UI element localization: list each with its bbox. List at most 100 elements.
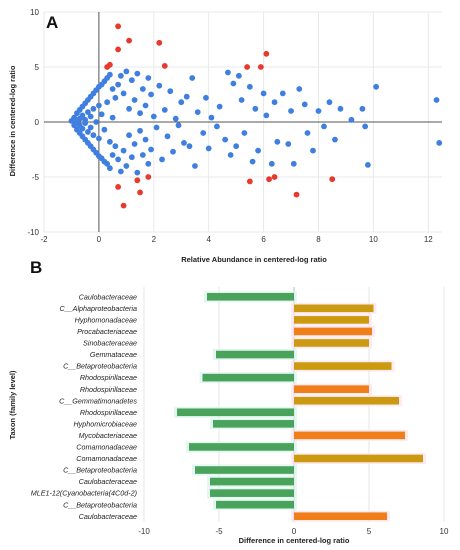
scatter-point-nonsignificant-107: [233, 143, 240, 150]
scatter-point-nonsignificant-20: [85, 109, 91, 115]
bar-15: [195, 466, 294, 474]
scatter-point-nonsignificant-92: [183, 93, 190, 100]
scatter-point-nonsignificant-86: [167, 88, 174, 95]
scatter-point-nonsignificant-125: [301, 101, 308, 108]
scatter-point-nonsignificant-65: [128, 154, 135, 161]
scatter-point-nonsignificant-135: [362, 123, 369, 130]
scatter-point-nonsignificant-78: [148, 91, 154, 98]
scatter-point-nonsignificant-98: [203, 94, 209, 101]
scatter-x-tick-3: 4: [206, 235, 211, 244]
scatter-point-nonsignificant-118: [271, 99, 278, 106]
scatter-point-nonsignificant-96: [194, 109, 201, 115]
scatter-point-significant-16: [266, 176, 272, 183]
scatter-point-nonsignificant-123: [290, 160, 297, 167]
bar-category-labels: Caulobacteraceae C__Alphaproteobacteria Hy…: [31, 292, 138, 520]
scatter-point-nonsignificant-29: [90, 132, 97, 139]
scatter-y-tick-3: 5: [35, 63, 40, 72]
scatter-point-nonsignificant-139: [436, 140, 443, 146]
scatter-point-nonsignificant-120: [279, 90, 286, 97]
scatter-x-tick-5: 8: [316, 235, 321, 244]
scatter-point-nonsignificant-99: [205, 145, 212, 152]
scatter-point-nonsignificant-129: [321, 123, 327, 130]
scatter-point-nonsignificant-133: [348, 116, 355, 123]
scatter-point-nonsignificant-36: [95, 135, 102, 142]
scatter-point-nonsignificant-60: [123, 68, 130, 75]
scatter-point-nonsignificant-110: [241, 130, 248, 136]
bar-x-tick-3: 5: [367, 527, 372, 536]
bar-category-label-3: Procabacteriaceae: [77, 327, 137, 336]
scatter-point-nonsignificant-54: [115, 81, 122, 88]
scatter-point-significant-15: [246, 178, 253, 185]
bar-7: [202, 373, 294, 382]
scatter-point-nonsignificant-136: [364, 162, 371, 168]
scatter-point-significant-3: [156, 39, 163, 46]
bar-11: [213, 420, 294, 428]
scatter-point-nonsignificant-50: [109, 152, 116, 158]
scatter-point-significant-17: [271, 174, 278, 180]
scatter-point-nonsignificant-13: [79, 125, 86, 132]
bar-category-label-7: Rhodospirillaceae: [80, 373, 137, 382]
scatter-point-nonsignificant-35: [95, 102, 102, 109]
scatter-point-nonsignificant-66: [131, 97, 138, 103]
scatter-point-nonsignificant-69: [134, 169, 141, 176]
scatter-point-nonsignificant-12: [79, 112, 86, 119]
scatter-point-nonsignificant-124: [296, 86, 303, 92]
bar-x-tick-0: -10: [138, 527, 150, 536]
scatter-point-nonsignificant-59: [120, 147, 127, 154]
scatter-point-nonsignificant-128: [315, 108, 322, 114]
scatter-point-nonsignificant-52: [112, 94, 119, 101]
scatter-point-nonsignificant-28: [90, 105, 97, 112]
scatter-point-nonsignificant-21: [85, 129, 91, 135]
scatter-point-nonsignificant-104: [225, 69, 231, 76]
bar-x-axis-title: Difference in centered-log ratio: [239, 536, 350, 545]
scatter-point-nonsignificant-47: [106, 165, 113, 172]
scatter-point-nonsignificant-70: [137, 110, 143, 117]
scatter-point-nonsignificant-62: [126, 105, 132, 112]
scatter-point-nonsignificant-73: [139, 152, 146, 158]
bar-6: [294, 362, 392, 370]
scatter-point-nonsignificant-44: [104, 160, 111, 167]
bar-10: [177, 408, 294, 417]
scatter-axes: [44, 12, 442, 232]
scatter-point-significant-10: [115, 184, 122, 190]
bar-y-axis-title: Taxon (family level): [8, 370, 17, 440]
scatter-point-significant-2: [115, 46, 122, 53]
scatter-y-tick-2: 0: [35, 118, 40, 127]
scatter-point-nonsignificant-68: [134, 70, 141, 77]
scatter-point-nonsignificant-67: [131, 141, 138, 147]
scatter-point-nonsignificant-111: [246, 83, 253, 90]
scatter-point-nonsignificant-114: [255, 147, 261, 154]
panel-letter-a: A: [46, 13, 58, 32]
scatter-point-nonsignificant-106: [230, 80, 237, 87]
scatter-point-nonsignificant-51: [109, 114, 116, 121]
scatter-point-nonsignificant-95: [192, 163, 198, 169]
scatter-point-nonsignificant-80: [150, 113, 157, 120]
scatter-point-nonsignificant-87: [170, 148, 176, 155]
scatter-x-tick-1: 0: [97, 235, 102, 244]
scatter-x-tick-0: -2: [40, 235, 48, 244]
scatter-point-nonsignificant-97: [200, 130, 207, 136]
scatter-point-significant-6: [106, 61, 113, 68]
scatter-point-nonsignificant-71: [137, 127, 143, 134]
bar-0: [207, 292, 294, 301]
scatter-x-tick-2: 2: [152, 235, 157, 244]
scatter-point-nonsignificant-109: [238, 97, 245, 103]
bar-18: [216, 500, 294, 509]
scatter-point-nonsignificant-75: [142, 136, 149, 143]
scatter-point-nonsignificant-63: [126, 132, 132, 139]
scatter-point-nonsignificant-84: [161, 107, 168, 113]
scatter-point-nonsignificant-89: [175, 122, 182, 129]
scatter-point-nonsignificant-108: [235, 72, 242, 79]
scatter-point-significant-8: [257, 64, 264, 70]
scatter-point-nonsignificant-115: [260, 90, 267, 97]
scatter-point-nonsignificant-25: [87, 124, 94, 131]
scatter-point-nonsignificant-46: [106, 71, 113, 78]
scatter-point-significant-4: [161, 63, 168, 69]
bar-8: [294, 385, 369, 393]
scatter-point-nonsignificant-102: [216, 103, 223, 110]
scatter-point-significant-12: [137, 189, 143, 196]
scatter-point-nonsignificant-39: [98, 111, 105, 118]
scatter-point-nonsignificant-127: [310, 147, 316, 154]
scatter-point-nonsignificant-32: [93, 119, 100, 125]
scatter-point-nonsignificant-112: [249, 158, 256, 165]
